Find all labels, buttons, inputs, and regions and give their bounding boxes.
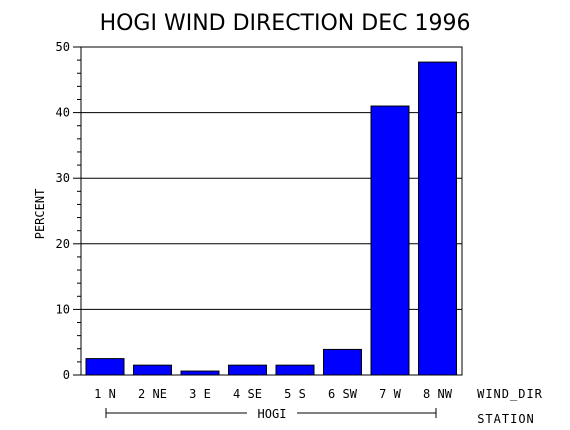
- bar: [370, 105, 410, 376]
- group-label: HOGI: [258, 407, 287, 421]
- bar: [85, 358, 125, 376]
- x-axis-labels: 1 N 2 NE 3 E 4 SE 5 S 6 SW 7 W 8 NW: [94, 387, 453, 401]
- x-category-label: 7 W: [379, 387, 401, 401]
- x-category-label: 4 SE: [233, 387, 262, 401]
- chart-title: HOGI WIND DIRECTION DEC 1996: [100, 11, 471, 36]
- group-axis-label: STATION: [477, 412, 535, 426]
- bar: [228, 364, 267, 376]
- bar: [133, 364, 172, 376]
- bar: [418, 61, 457, 376]
- y-tick-label: 30: [56, 171, 70, 185]
- y-tick-label: 20: [56, 237, 70, 251]
- x-category-label: 3 E: [189, 387, 211, 401]
- x-axis-label: WIND_DIR: [477, 387, 543, 401]
- x-category-label: 5 S: [284, 387, 306, 401]
- plot-frame: [80, 46, 463, 376]
- y-tick-label: 40: [56, 106, 70, 120]
- y-axis-ticks: 0 10 20 30 40 50: [56, 40, 81, 382]
- x-category-label: 2 NE: [138, 387, 167, 401]
- x-category-label: 6 SW: [328, 387, 358, 401]
- x-category-label: 8 NW: [423, 387, 453, 401]
- bar: [180, 370, 220, 376]
- y-tick-label: 50: [56, 40, 70, 54]
- y-axis-label: PERCENT: [33, 189, 47, 240]
- group-label-backdrop: [247, 405, 297, 421]
- y-tick-label: 0: [63, 368, 70, 382]
- y-tick-label: 10: [56, 302, 70, 316]
- bars: [85, 61, 457, 376]
- bar: [275, 364, 315, 376]
- bar: [323, 348, 362, 376]
- x-category-label: 1 N: [94, 387, 116, 401]
